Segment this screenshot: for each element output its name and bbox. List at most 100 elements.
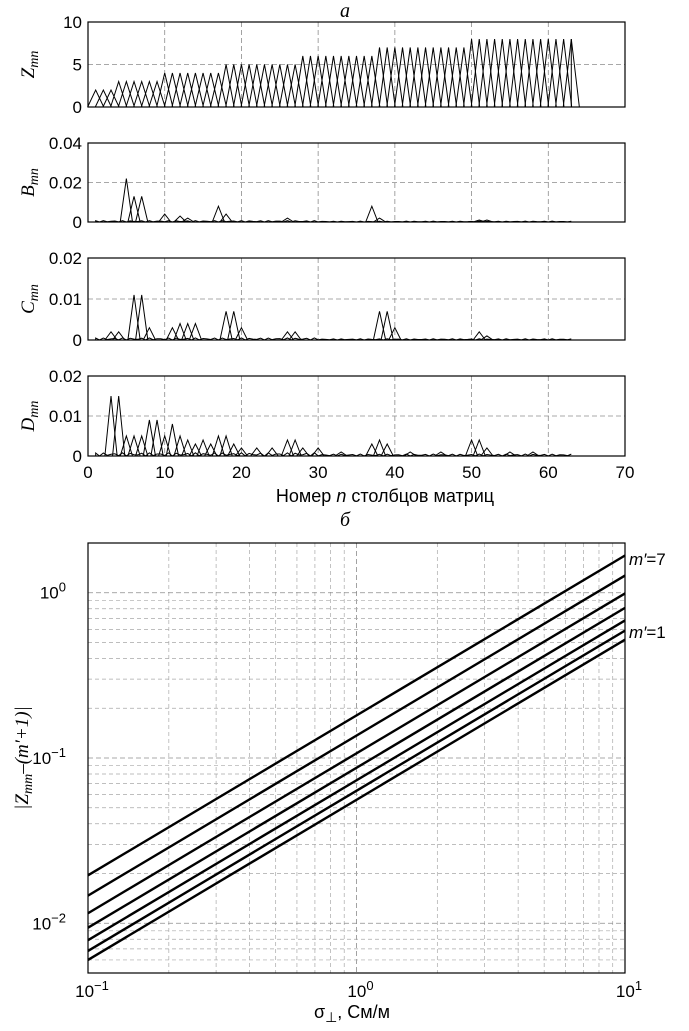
z-spike bbox=[140, 79, 158, 108]
axes-frame bbox=[87, 375, 626, 457]
peak bbox=[227, 311, 241, 341]
peak bbox=[434, 451, 448, 457]
peak bbox=[365, 204, 379, 223]
axes-frame bbox=[87, 542, 626, 974]
series-line-4 bbox=[87, 606, 626, 929]
z-spike bbox=[516, 38, 534, 108]
z-spike bbox=[148, 79, 166, 108]
panel-c: 0 0.01 0.02 Cmn bbox=[18, 249, 626, 350]
grid bbox=[88, 376, 625, 456]
grid bbox=[88, 258, 625, 340]
series-line-3 bbox=[87, 619, 626, 942]
z-spike bbox=[94, 88, 112, 108]
y-tick-label: 0.02 bbox=[49, 249, 82, 268]
z-spike bbox=[309, 55, 327, 108]
panel-loglog: б 10−2 10−1 100 10−1 100 101 m′=7 m′=1 σ⊥, См… bbox=[12, 509, 666, 1025]
z-spike bbox=[370, 47, 389, 108]
peak bbox=[372, 438, 387, 457]
z-spike bbox=[278, 64, 297, 108]
peak bbox=[296, 447, 310, 457]
y-tick-label: 0.02 bbox=[49, 367, 82, 386]
series bbox=[95, 294, 572, 341]
peak bbox=[281, 217, 294, 223]
z-spike bbox=[347, 55, 366, 108]
peak bbox=[135, 294, 149, 341]
grid bbox=[88, 143, 625, 222]
series bbox=[87, 554, 626, 961]
x-tick-label: 0 bbox=[83, 463, 92, 482]
peak bbox=[334, 451, 348, 457]
peak bbox=[265, 447, 279, 457]
peak bbox=[127, 294, 141, 341]
z-spike bbox=[87, 88, 105, 108]
peak bbox=[288, 330, 302, 341]
peak bbox=[480, 447, 494, 457]
z-spike bbox=[209, 72, 227, 108]
peak bbox=[204, 442, 218, 457]
z-spike bbox=[386, 47, 404, 108]
peak bbox=[403, 451, 417, 457]
x-tick-labels: 10−1 100 101 bbox=[75, 978, 642, 1002]
z-spike bbox=[156, 72, 174, 108]
x-tick-label: 60 bbox=[539, 463, 558, 482]
y-tick-labels: 0 0.02 0.04 bbox=[49, 134, 82, 232]
z-spike bbox=[416, 47, 435, 108]
y-tick-label: 0.01 bbox=[49, 290, 82, 309]
peak bbox=[250, 447, 264, 457]
panel-title-b: б bbox=[340, 509, 351, 531]
peak bbox=[234, 326, 249, 341]
peak bbox=[526, 451, 540, 457]
z-spike bbox=[179, 72, 197, 108]
z-spike bbox=[440, 47, 458, 108]
y-tick-label: 10−1 bbox=[32, 745, 66, 769]
series-line-5 bbox=[87, 592, 626, 915]
z-spike bbox=[401, 47, 419, 108]
z-spike bbox=[478, 38, 496, 108]
z-spike bbox=[555, 38, 573, 108]
peak bbox=[119, 178, 133, 223]
peak bbox=[219, 311, 233, 341]
panel-z: а 0 5 10 Zmn bbox=[18, 0, 626, 117]
z-spike bbox=[217, 64, 235, 108]
x-axis-label: Номер n столбцов матриц bbox=[276, 486, 494, 506]
z-spike bbox=[470, 38, 488, 108]
peak bbox=[288, 438, 302, 457]
y-tick-label: 10−2 bbox=[32, 910, 66, 934]
peak bbox=[211, 204, 226, 223]
z-spike bbox=[363, 55, 381, 108]
z-spike bbox=[424, 47, 442, 108]
panel-b: 0 0.02 0.04 Bmn bbox=[18, 134, 626, 232]
peak bbox=[112, 330, 126, 341]
z-spike bbox=[332, 55, 350, 108]
panel-d: 0 0.01 0.02 0 10 20 30 40 50 60 70 Dmn Номер n ст… bbox=[18, 367, 634, 506]
z-spike bbox=[171, 72, 189, 108]
z-spike bbox=[163, 72, 181, 108]
peak bbox=[181, 217, 195, 223]
axes-frame bbox=[87, 142, 626, 223]
grid bbox=[88, 22, 625, 107]
z-spike bbox=[271, 64, 289, 108]
x-tick-label: 50 bbox=[462, 463, 481, 482]
peak bbox=[480, 219, 494, 223]
annotations: m′=7 m′=1 bbox=[629, 550, 666, 642]
y-axis-label: Dmn bbox=[18, 401, 42, 433]
z-spike bbox=[393, 47, 412, 108]
x-tick-label: 100 bbox=[347, 978, 373, 1002]
axes-frame bbox=[87, 21, 626, 108]
peak bbox=[380, 442, 394, 457]
z-spike bbox=[340, 55, 358, 108]
y-tick-label: 0 bbox=[73, 98, 82, 117]
y-axis-label: |Zmm–(m′+1)| bbox=[12, 706, 36, 810]
y-tick-label: 0.02 bbox=[49, 174, 82, 193]
z-spike bbox=[186, 72, 204, 108]
z-spike bbox=[117, 79, 135, 108]
y-axis-label: Bmn bbox=[18, 168, 42, 197]
z-spike bbox=[240, 64, 258, 108]
z-spike bbox=[455, 47, 473, 108]
y-tick-labels: 0 0.01 0.02 bbox=[49, 249, 82, 350]
z-spike bbox=[509, 38, 527, 108]
z-spike bbox=[110, 79, 128, 108]
z-spike bbox=[539, 38, 557, 108]
peak bbox=[219, 213, 233, 223]
